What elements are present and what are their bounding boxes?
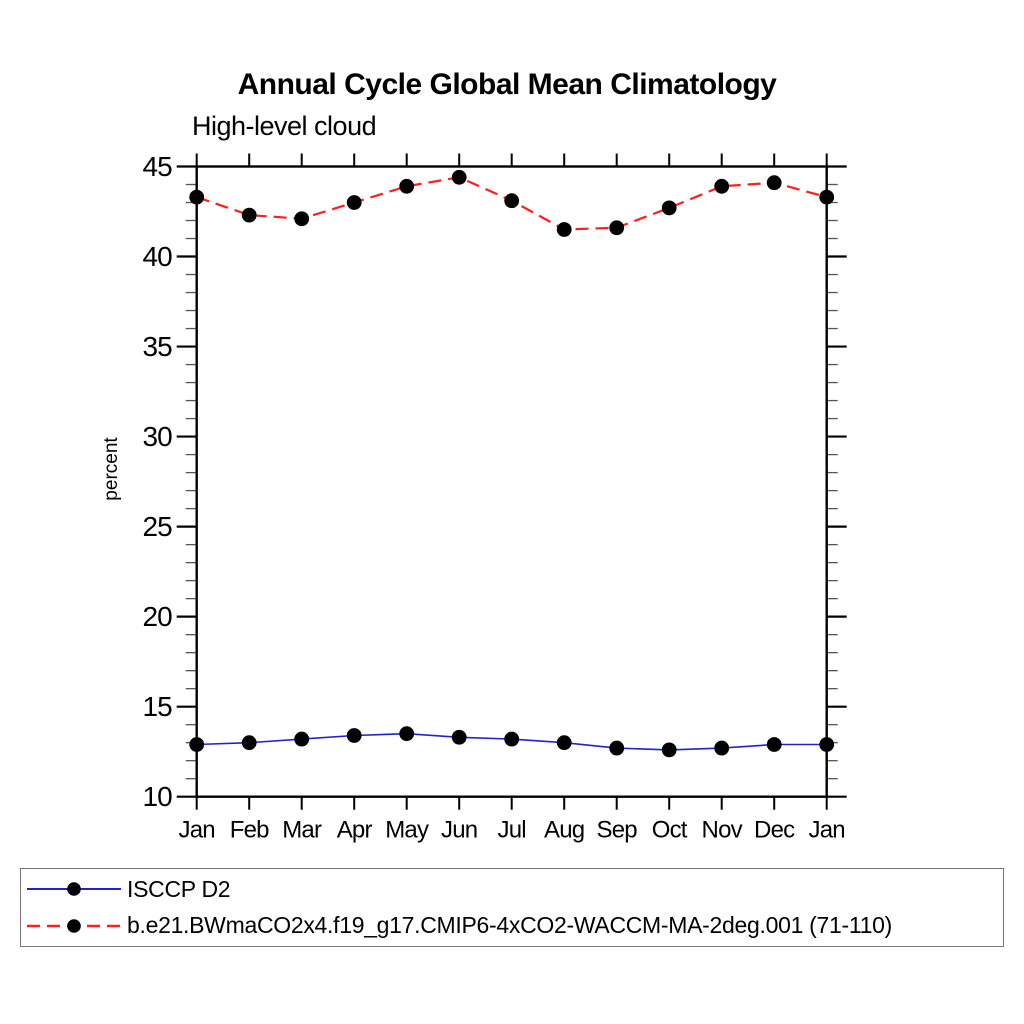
y-tick-label: 10 bbox=[143, 781, 173, 812]
x-tick-label: Dec bbox=[754, 817, 795, 844]
data-point bbox=[609, 220, 625, 236]
data-point bbox=[556, 222, 572, 237]
legend-item-observation: ISCCP D2 bbox=[25, 871, 1003, 907]
data-point bbox=[241, 207, 257, 223]
y-tick-label: 35 bbox=[143, 331, 173, 362]
data-point bbox=[189, 737, 205, 752]
legend-label-model: b.e21.BWmaCO2x4.f19_g17.CMIP6-4xCO2-WACC… bbox=[127, 912, 892, 939]
y-tick-label: 20 bbox=[143, 601, 173, 632]
data-point bbox=[504, 193, 520, 209]
data-point bbox=[609, 740, 625, 756]
legend-item-model: b.e21.BWmaCO2x4.f19_g17.CMIP6-4xCO2-WACC… bbox=[25, 908, 1003, 944]
data-point bbox=[189, 189, 205, 205]
data-point bbox=[504, 731, 520, 747]
y-tick-label: 15 bbox=[143, 691, 173, 722]
y-tick-label: 30 bbox=[143, 421, 173, 452]
x-tick-label: Aug bbox=[544, 817, 584, 844]
x-tick-label: Jan bbox=[809, 817, 845, 844]
x-tick-label: Sep bbox=[597, 817, 638, 844]
y-axis-ticks: 10 15 20 25 30 35 40 45 bbox=[143, 151, 847, 812]
x-tick-label: Oct bbox=[652, 817, 688, 844]
data-point bbox=[294, 211, 310, 227]
x-tick-label: Nov bbox=[702, 817, 743, 844]
data-point bbox=[451, 729, 467, 745]
data-point bbox=[766, 737, 782, 752]
x-tick-label: Feb bbox=[230, 817, 269, 844]
x-tick-label: Apr bbox=[337, 817, 373, 844]
chart-subtitle: High-level cloud bbox=[192, 111, 377, 141]
plot-canvas: 10 15 20 25 30 35 40 45 Jan Feb Mar Apr May Jun Jul Aug… bbox=[143, 151, 847, 844]
x-axis-ticks: Jan Feb Mar Apr May Jun Jul Aug Sep Oct Nov Dec Jan bbox=[179, 153, 846, 844]
data-point bbox=[556, 735, 572, 751]
data-point bbox=[661, 742, 677, 758]
y-tick-label: 45 bbox=[143, 151, 173, 182]
data-point bbox=[819, 189, 835, 205]
chart-title: Annual Cycle Global Mean Climatology bbox=[237, 68, 777, 101]
x-tick-label: May bbox=[385, 817, 429, 844]
data-point bbox=[819, 737, 835, 752]
plot-frame bbox=[195, 165, 828, 798]
data-point bbox=[399, 178, 415, 194]
legend-key-dashed-line-icon bbox=[27, 918, 121, 933]
data-point bbox=[346, 728, 362, 743]
y-tick-label: 40 bbox=[143, 241, 173, 272]
legend-box: ISCCP D2 b.e21.BWmaCO2x4.f19_g17.CMIP6-4… bbox=[20, 868, 1004, 947]
x-tick-label: Jun bbox=[441, 817, 477, 844]
series-markers-1 bbox=[189, 169, 835, 237]
x-tick-label: Mar bbox=[282, 817, 322, 844]
data-point bbox=[294, 731, 310, 747]
x-tick-label: Jan bbox=[179, 817, 215, 844]
legend-label-observation: ISCCP D2 bbox=[127, 875, 231, 902]
data-point bbox=[766, 175, 782, 191]
data-point bbox=[346, 195, 362, 210]
legend-key-solid-line-icon bbox=[27, 882, 121, 897]
data-point bbox=[399, 726, 415, 742]
data-point bbox=[714, 178, 730, 194]
data-point bbox=[451, 169, 467, 185]
data-point bbox=[661, 200, 677, 216]
data-point bbox=[241, 735, 257, 751]
x-tick-label: Jul bbox=[498, 817, 526, 844]
y-tick-label: 25 bbox=[143, 511, 173, 542]
series-markers-0 bbox=[189, 726, 835, 758]
data-point bbox=[714, 740, 730, 756]
